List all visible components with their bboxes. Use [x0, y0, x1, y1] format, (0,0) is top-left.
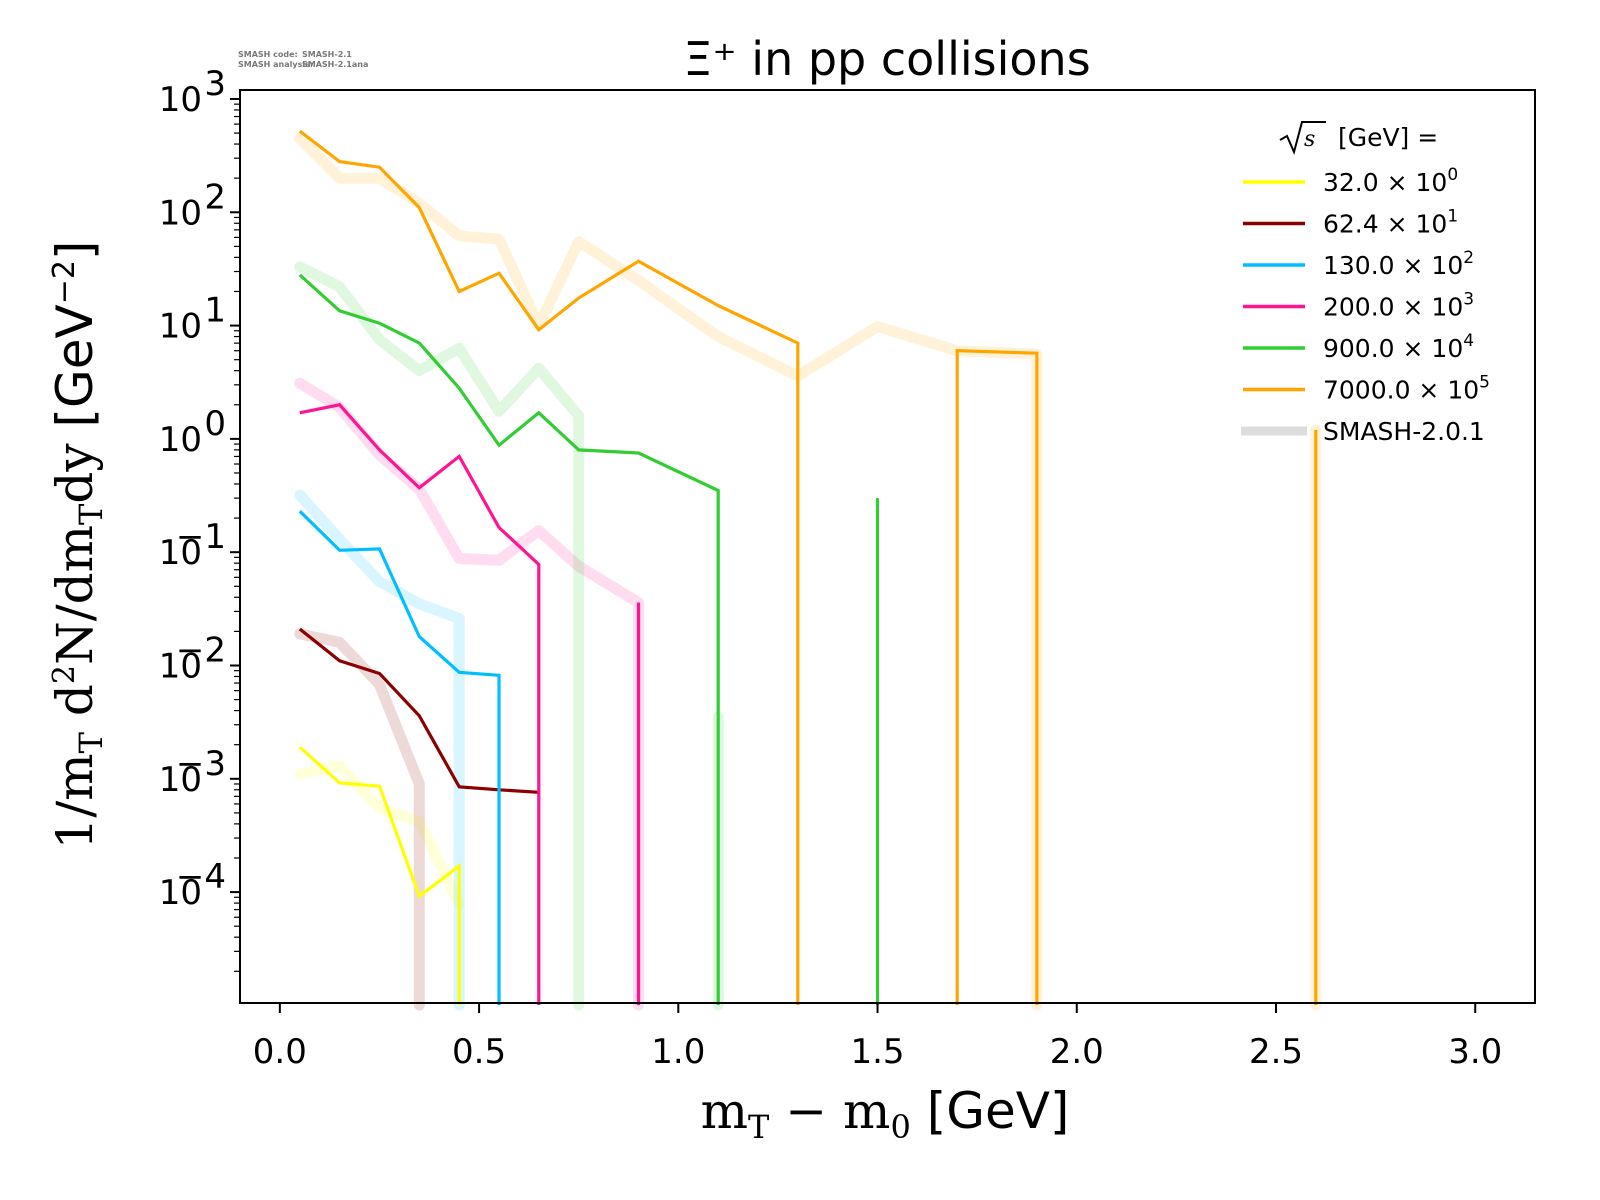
y-tick-label-1: 10: [159, 193, 202, 233]
y-axis-label: 1/mT d2N/dmTdy [GeV−2]: [46, 241, 110, 850]
y-tick-exponent-5: −2: [176, 630, 226, 670]
watermark-code-value: SMASH-2.1: [302, 50, 352, 59]
x-tick-label-3: 1.5: [850, 1032, 904, 1072]
reference-line-3: [294, 377, 644, 1011]
legend-title: s [GeV] =: [1279, 121, 1438, 156]
axes-frame: [239, 89, 1536, 1004]
legend-title-root: s: [1304, 127, 1315, 152]
series-lines: [298, 129, 1318, 1005]
sqrt-icon: [1279, 121, 1326, 156]
reference-line-2: [294, 489, 465, 1011]
y-tick-exponent-3: 0: [204, 404, 226, 444]
legend-label-2: 130.0 × 102: [1323, 248, 1474, 280]
series-line-2: [298, 510, 501, 1005]
watermark-analysis-value: SMASH-2.1ana: [302, 60, 368, 69]
y-axis-label-text: 1/mT d2N/dmTdy [GeV−2]: [46, 241, 110, 850]
legend: s [GeV] = 32.0 × 100 62.4 × 101 130.0 × 10…: [1241, 121, 1490, 446]
legend-label-1: 62.4 × 101: [1323, 207, 1458, 239]
y-tick-exponent-2: 1: [204, 291, 226, 331]
y-tick-exponent-6: −3: [176, 744, 226, 784]
reference-line-1: [294, 628, 425, 1011]
y-tick-label-0: 10: [159, 80, 202, 120]
y-tick-label-6: 10: [159, 760, 202, 800]
legend-label-0: 32.0 × 100: [1323, 165, 1458, 197]
y-tick-exponent-7: −4: [176, 857, 226, 897]
legend-title-rest: [GeV] =: [1330, 123, 1438, 152]
legend-label-reference: SMASH-2.0.1: [1323, 417, 1485, 446]
y-tick-exponent-4: −1: [176, 517, 226, 557]
x-tick-label-6: 3.0: [1448, 1032, 1502, 1072]
y-tick-label-3: 10: [159, 420, 202, 460]
series-line-0: [298, 746, 461, 1005]
reference-line-0: [294, 760, 465, 909]
y-tick-exponent-0: 3: [204, 64, 226, 104]
reference-lines: [294, 132, 1322, 1011]
x-tick-label-2: 1.0: [651, 1032, 705, 1072]
x-axis-label: mT − m0 [GeV]: [701, 1082, 1070, 1146]
series-line-3: [299, 403, 641, 1005]
legend-label-4: 900.0 × 104: [1323, 331, 1474, 363]
series-line-5: [298, 129, 1318, 1005]
x-tick-label-4: 2.0: [1050, 1032, 1104, 1072]
reference-line-5: [294, 132, 1322, 1011]
x-axis-label-text: mT − m0 [GeV]: [701, 1082, 1070, 1146]
x-tick-label-5: 2.5: [1249, 1032, 1303, 1072]
watermark-code-label: SMASH code:: [238, 50, 298, 59]
legend-label-3: 200.0 × 103: [1323, 290, 1474, 322]
x-axis: 0.0 0.5 1.0 1.5 2.0 2.5 3.0: [253, 1003, 1502, 1072]
legend-label-5: 7000.0 × 105: [1323, 373, 1490, 405]
reference-line-4: [294, 261, 724, 1011]
x-tick-label-0: 0.0: [253, 1032, 307, 1072]
x-tick-label-1: 0.5: [452, 1032, 506, 1072]
y-tick-label-4: 10: [159, 533, 202, 573]
series-line-4: [298, 273, 880, 1005]
y-tick-label-7: 10: [159, 873, 202, 913]
watermark-analysis-label: SMASH analysis:: [238, 60, 313, 69]
chart-title: Ξ⁺ in pp collisions: [683, 32, 1090, 86]
y-tick-label-2: 10: [159, 307, 202, 347]
y-tick-exponent-1: 2: [204, 177, 226, 217]
y-tick-label-5: 10: [159, 646, 202, 686]
